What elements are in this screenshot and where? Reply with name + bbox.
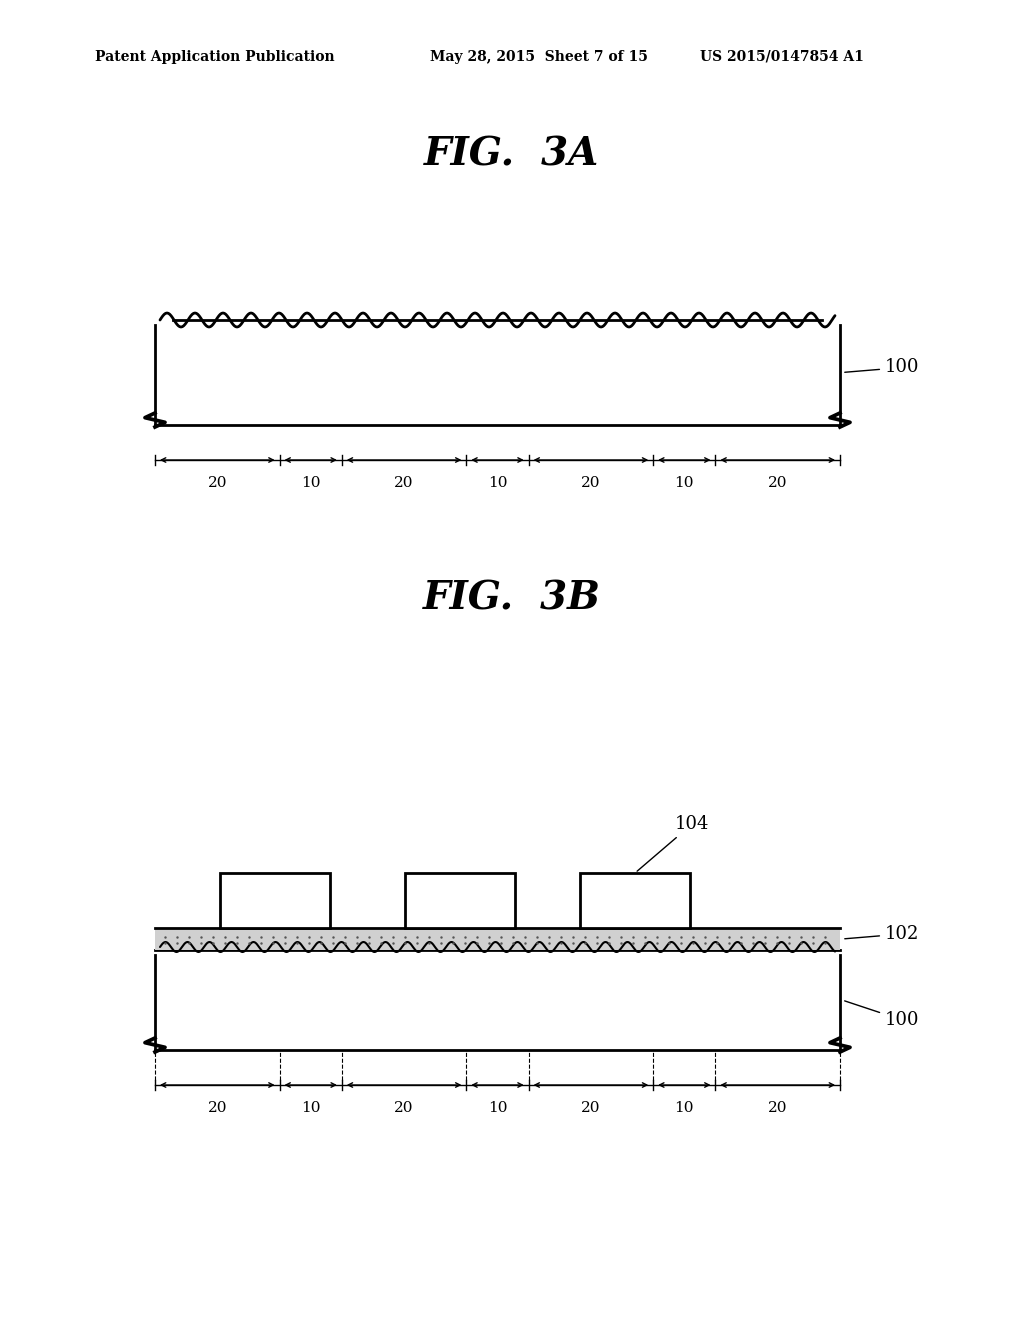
Text: 100: 100: [845, 359, 920, 376]
Text: 20: 20: [208, 1101, 227, 1115]
Text: 104: 104: [637, 814, 710, 871]
Text: 100: 100: [845, 1001, 920, 1030]
Text: 10: 10: [301, 477, 321, 490]
Text: 20: 20: [394, 477, 414, 490]
Bar: [580, 873, 690, 928]
Text: 10: 10: [487, 1101, 507, 1115]
Text: 10: 10: [487, 477, 507, 490]
Text: 20: 20: [768, 477, 787, 490]
Text: 20: 20: [582, 1101, 601, 1115]
Text: 10: 10: [675, 477, 694, 490]
Text: FIG.  3B: FIG. 3B: [423, 579, 601, 618]
Text: US 2015/0147854 A1: US 2015/0147854 A1: [700, 50, 864, 63]
Text: 102: 102: [845, 925, 920, 942]
Text: 20: 20: [208, 477, 227, 490]
Bar: [220, 873, 330, 928]
Bar: [155, 928, 840, 950]
Text: May 28, 2015  Sheet 7 of 15: May 28, 2015 Sheet 7 of 15: [430, 50, 648, 63]
Text: 20: 20: [768, 1101, 787, 1115]
Bar: [406, 873, 515, 928]
Text: 10: 10: [301, 1101, 321, 1115]
Text: 20: 20: [582, 477, 601, 490]
Text: Patent Application Publication: Patent Application Publication: [95, 50, 335, 63]
Text: 10: 10: [675, 1101, 694, 1115]
Text: FIG.  3A: FIG. 3A: [424, 135, 600, 173]
Text: 20: 20: [394, 1101, 414, 1115]
